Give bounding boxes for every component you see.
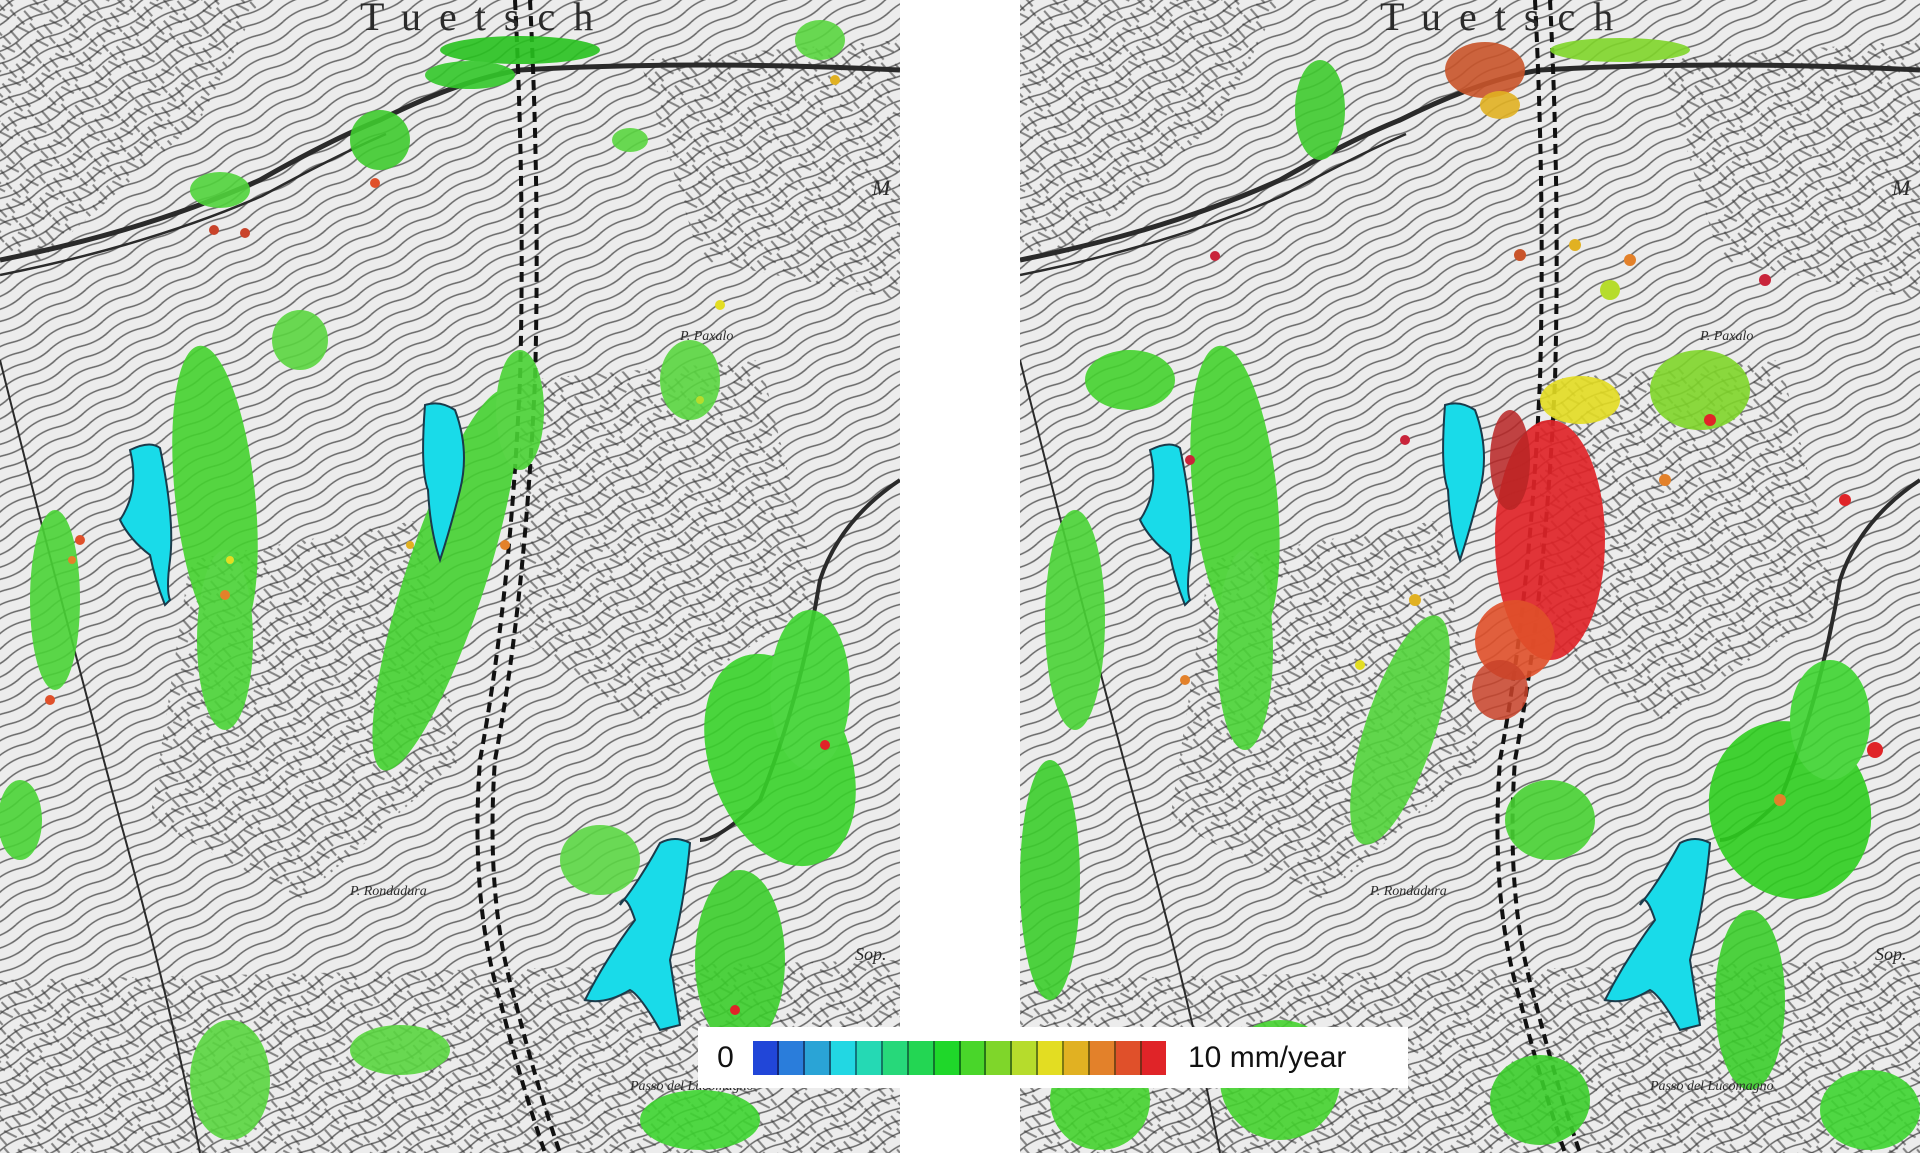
legend-bin	[778, 1040, 805, 1075]
lake-west	[118, 443, 173, 607]
legend-bin	[908, 1040, 935, 1075]
town-label: Sop.	[855, 944, 887, 964]
lake-west	[1138, 443, 1193, 607]
region-label: Tuetsch	[360, 0, 611, 39]
railway-tunnel-line	[475, 0, 562, 1153]
map-panel-right: Tuetsch P. Paxalo P. Rondadura Passo del…	[1020, 0, 1920, 1153]
legend-color-bar	[753, 1040, 1166, 1075]
peak-label-south: P. Rondadura	[349, 884, 427, 899]
color-legend: 0 10 mm/year	[698, 1027, 1408, 1088]
map-panel-left: Tuetsch P. Paxalo P. Rondadura Passo del…	[0, 0, 900, 1153]
river-valley	[1020, 62, 1920, 263]
topographic-map-right: Tuetsch P. Paxalo P. Rondadura Passo del…	[1020, 0, 1920, 1153]
legend-bin	[1038, 1040, 1065, 1075]
legend-bin	[960, 1040, 987, 1075]
legend-bin	[1116, 1040, 1143, 1075]
legend-bin	[1064, 1040, 1091, 1075]
deformation-points-low	[0, 20, 856, 1150]
lake-south	[1603, 838, 1712, 1032]
legend-bin	[1090, 1040, 1117, 1075]
peak-label-north: P. Paxalo	[1699, 329, 1753, 344]
edge-label: M	[1891, 175, 1912, 200]
lake-south	[583, 838, 692, 1032]
high-rate-cluster-north	[1445, 42, 1525, 98]
lakes	[1138, 402, 1712, 1032]
lake-central	[422, 402, 465, 564]
legend-bin	[804, 1040, 831, 1075]
town-label: Sop.	[1875, 944, 1907, 964]
boundary-line	[0, 359, 201, 1153]
deformation-points-high	[45, 75, 840, 1015]
peak-label-north: P. Paxalo	[679, 329, 733, 344]
legend-bin	[1142, 1040, 1166, 1075]
legend-min-label: 0	[717, 1040, 734, 1074]
legend-bin	[882, 1040, 909, 1075]
legend-bin	[753, 1040, 779, 1075]
yellow-cluster	[1540, 376, 1620, 424]
lake-central	[1442, 402, 1485, 564]
legend-bin	[986, 1040, 1013, 1075]
region-label: Tuetsch	[1380, 0, 1631, 39]
legend-max-label: 10 mm/year	[1188, 1040, 1347, 1074]
legend-bin	[830, 1040, 857, 1075]
topographic-map-left: Tuetsch P. Paxalo P. Rondadura Passo del…	[0, 0, 900, 1153]
pass-label: Passo del Lucomagno	[1649, 1079, 1774, 1094]
deformation-points-high	[1180, 42, 1883, 806]
legend-bin	[1012, 1040, 1039, 1075]
peak-label-south: P. Rondadura	[1369, 884, 1447, 899]
legend-bin	[934, 1040, 961, 1075]
railway-tunnel-line	[1495, 0, 1582, 1153]
lakes	[118, 402, 692, 1032]
legend-bin	[856, 1040, 883, 1075]
edge-label: M	[871, 175, 892, 200]
